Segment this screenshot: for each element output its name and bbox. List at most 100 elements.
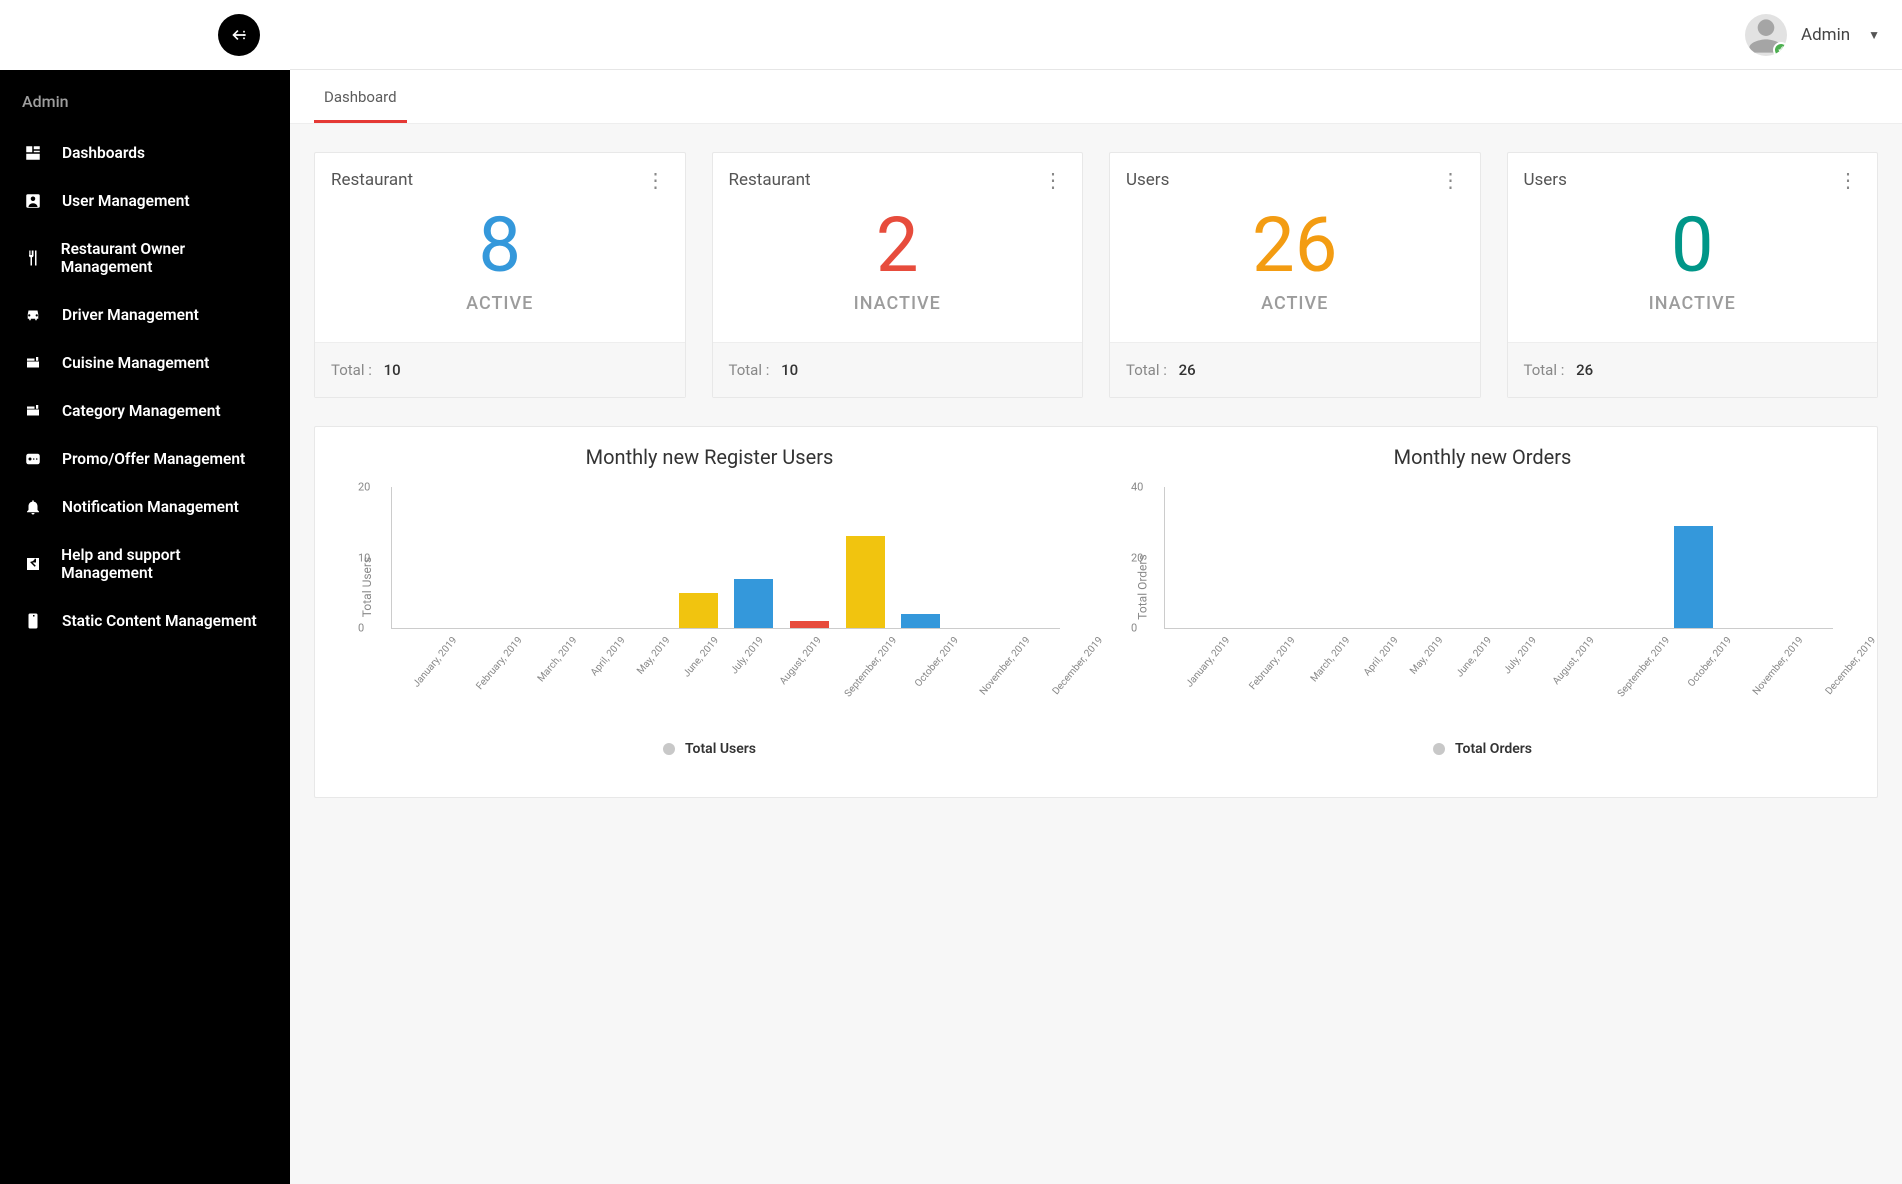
card-footer: Total : 26 xyxy=(1508,342,1878,397)
card-title: Users xyxy=(1126,170,1169,190)
dashboards-icon xyxy=(22,144,44,162)
bar-slot xyxy=(670,487,726,628)
bar-slot xyxy=(448,487,504,628)
user-icon xyxy=(22,192,44,210)
bar-slot xyxy=(949,487,1005,628)
sidebar-item-notification[interactable]: Notification Management xyxy=(0,483,290,531)
chart-canvas: Total Orders02040January, 2019February, … xyxy=(1114,487,1851,687)
x-label: August, 2019 xyxy=(778,635,860,717)
bar-slot xyxy=(1443,487,1499,628)
y-tick: 40 xyxy=(1131,481,1143,494)
chart-new-orders: Monthly new OrdersTotal Orders02040Janua… xyxy=(1096,445,1869,757)
card-status: ACTIVE xyxy=(331,293,669,314)
x-labels: January, 2019February, 2019March, 2019Ap… xyxy=(391,629,1060,687)
legend-label: Total Users xyxy=(685,741,756,757)
online-badge-icon: ✓ xyxy=(1773,42,1787,56)
card-value: 2 xyxy=(729,207,1067,283)
y-tick: 0 xyxy=(1131,622,1137,635)
sidebar-item-label: Dashboards xyxy=(62,144,145,162)
chart-register-users: Monthly new Register UsersTotal Users010… xyxy=(323,445,1096,757)
bar-slot xyxy=(1722,487,1778,628)
sidebar-item-dashboards[interactable]: Dashboards xyxy=(0,129,290,177)
content: Restaurant ⋮ 8 ACTIVE Total : 10 Restaurant ⋮ 2… xyxy=(290,124,1902,826)
bars xyxy=(392,487,1060,628)
plot-area: 02040 xyxy=(1164,487,1833,629)
card-menu-button[interactable]: ⋮ xyxy=(643,167,669,193)
bar-slot xyxy=(1332,487,1388,628)
card-value: 0 xyxy=(1524,207,1862,283)
avatar: ✓ xyxy=(1745,14,1787,56)
card-menu-button[interactable]: ⋮ xyxy=(1835,167,1861,193)
sidebar-item-static[interactable]: Static Content Management xyxy=(0,597,290,645)
bar-slot xyxy=(1777,487,1833,628)
chart-title: Monthly new Register Users xyxy=(323,445,1096,469)
x-label: August, 2019 xyxy=(1551,635,1633,717)
card-title: Restaurant xyxy=(331,170,413,190)
sidebar-item-label: User Management xyxy=(62,192,190,210)
card-value: 26 xyxy=(1126,207,1464,283)
bar-slot xyxy=(1388,487,1444,628)
bar-slot xyxy=(1499,487,1555,628)
sidebar-item-driver[interactable]: Driver Management xyxy=(0,291,290,339)
profile-name: Admin xyxy=(1801,25,1850,45)
bar xyxy=(734,579,773,628)
sidebar-item-user[interactable]: User Management xyxy=(0,177,290,225)
card-footer: Total : 26 xyxy=(1110,342,1480,397)
y-tick: 10 xyxy=(358,551,370,564)
plot-area: 01020 xyxy=(391,487,1060,629)
sidebar-nav: Admin Dashboards User Management Restauran… xyxy=(0,70,290,1184)
chevron-down-icon: ▼ xyxy=(1868,28,1880,42)
sidebar-item-category[interactable]: Category Management xyxy=(0,387,290,435)
sidebar-item-restaurant[interactable]: Restaurant Owner Management xyxy=(0,225,290,291)
bar-slot xyxy=(1165,487,1221,628)
card-footer: Total : 10 xyxy=(713,342,1083,397)
x-label: October, 2019 xyxy=(913,635,997,720)
card-menu-button[interactable]: ⋮ xyxy=(1040,167,1066,193)
sidebar-top xyxy=(0,0,290,70)
bar-slot xyxy=(1276,487,1332,628)
bar xyxy=(901,614,940,628)
bar-slot xyxy=(1221,487,1277,628)
y-tick: 0 xyxy=(358,622,364,635)
arrow-left-icon xyxy=(229,25,249,45)
static-icon xyxy=(22,612,44,630)
card-value: 8 xyxy=(331,207,669,283)
cuisine-icon xyxy=(22,354,44,372)
card-status: ACTIVE xyxy=(1126,293,1464,314)
y-axis-label: Total Orders xyxy=(1136,554,1150,619)
bar-slot xyxy=(1555,487,1611,628)
sidebar-item-cuisine[interactable]: Cuisine Management xyxy=(0,339,290,387)
chart-canvas: Total Users 01020January, 2019February, 2… xyxy=(341,487,1078,687)
y-tick: 20 xyxy=(1131,551,1143,564)
sidebar-item-label: Promo/Offer Management xyxy=(62,450,245,468)
notification-icon xyxy=(22,498,44,516)
sidebar-item-help[interactable]: Help and support Management xyxy=(0,531,290,597)
sidebar: Admin Dashboards User Management Restauran… xyxy=(0,0,290,1184)
bar xyxy=(1674,526,1713,628)
card-total: 10 xyxy=(781,361,798,379)
card-menu-button[interactable]: ⋮ xyxy=(1438,167,1464,193)
sidebar-item-label: Cuisine Management xyxy=(62,354,209,372)
restaurant-icon xyxy=(22,249,43,267)
bar-slot xyxy=(782,487,838,628)
tab-dashboard[interactable]: Dashboard xyxy=(314,70,407,123)
bars xyxy=(1165,487,1833,628)
card-title: Restaurant xyxy=(729,170,811,190)
sidebar-item-promo[interactable]: Promo/Offer Management xyxy=(0,435,290,483)
card-status: INACTIVE xyxy=(1524,293,1862,314)
topbar: ✓ Admin ▼ xyxy=(290,0,1902,70)
profile-menu[interactable]: ✓ Admin ▼ xyxy=(1745,14,1880,56)
card-title: Users xyxy=(1524,170,1567,190)
charts-panel: Monthly new Register UsersTotal Users010… xyxy=(314,426,1878,798)
sidebar-heading: Admin xyxy=(0,70,290,129)
tabs: Dashboard xyxy=(290,70,1902,124)
y-axis-label: Total Users xyxy=(360,557,374,617)
sidebar-collapse-button[interactable] xyxy=(218,14,260,56)
x-label: December, 2019 xyxy=(1823,635,1902,727)
sidebar-item-label: Help and support Management xyxy=(61,546,268,582)
x-label: November, 2019 xyxy=(1751,635,1842,728)
chart-title: Monthly new Orders xyxy=(1096,445,1869,469)
bar-slot xyxy=(893,487,949,628)
card-status: INACTIVE xyxy=(729,293,1067,314)
category-icon xyxy=(22,402,44,420)
